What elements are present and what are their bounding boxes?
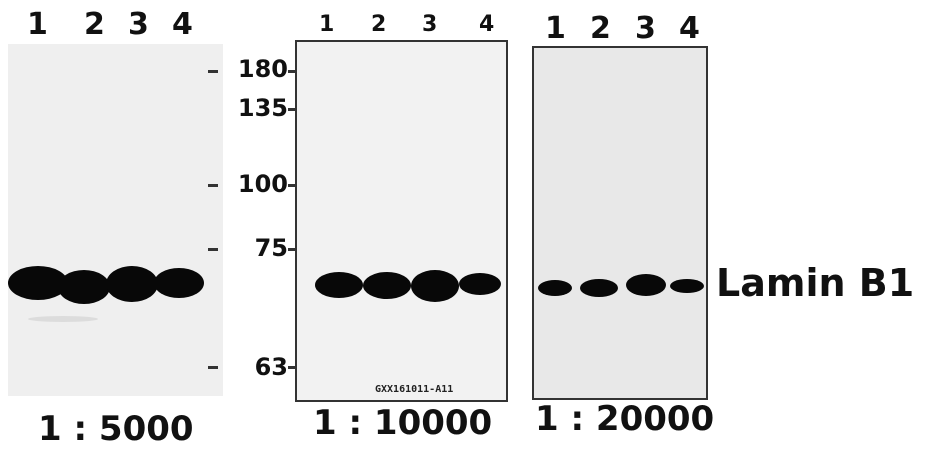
- band-lane-4: [670, 279, 704, 293]
- marker-tick: [288, 184, 296, 187]
- panel3-lane-label-4: 4: [679, 11, 700, 46]
- band-lane-4: [459, 273, 501, 295]
- band-lane-2: [363, 272, 411, 299]
- band-lane-4: [154, 268, 204, 298]
- panel3-lane-label-3: 3: [635, 11, 656, 46]
- band-lane-3: [626, 274, 666, 296]
- blot-panel-3: [532, 46, 708, 400]
- marker-label-100: 100: [237, 170, 288, 198]
- marker-label-63: 63: [254, 353, 288, 381]
- band-lane-1: [538, 280, 572, 296]
- panel2-lane-label-4: 4: [479, 12, 495, 37]
- marker-tick: [288, 366, 296, 369]
- panel3-lane-label-2: 2: [590, 11, 611, 46]
- dilution-label-panel-2: 1 : 10000: [313, 403, 493, 443]
- panel3-lane-label-1: 1: [545, 11, 566, 46]
- marker-label-180: 180: [237, 55, 288, 83]
- panel2-lane-label-1: 1: [319, 12, 335, 37]
- marker-tick: [208, 70, 218, 73]
- panel1-lane-label-2: 2: [84, 7, 105, 42]
- marker-tick: [288, 70, 296, 73]
- marker-tick: [208, 248, 218, 251]
- dilution-label-panel-3: 1 : 20000: [535, 399, 715, 439]
- lot-number-label: GXX161011-A11: [375, 384, 454, 395]
- marker-label-135: 135: [237, 94, 288, 122]
- band-lane-3: [106, 266, 158, 302]
- marker-tick: [288, 248, 296, 251]
- blot-panel-2: GXX161011-A11: [295, 40, 508, 402]
- band-lane-3: [411, 270, 459, 302]
- target-protein-label: Lamin B1: [716, 261, 915, 305]
- marker-tick: [208, 366, 218, 369]
- panel1-lane-label-1: 1: [27, 7, 48, 42]
- panel2-lane-label-3: 3: [422, 12, 438, 37]
- faint-band: [28, 316, 98, 322]
- marker-label-75: 75: [254, 234, 288, 262]
- blot-panel-1: [8, 44, 223, 396]
- panel1-lane-label-4: 4: [172, 7, 193, 42]
- marker-tick: [288, 108, 296, 111]
- dilution-label-panel-1: 1 : 5000: [38, 409, 194, 449]
- band-lane-2: [58, 270, 110, 304]
- band-lane-1: [315, 272, 363, 298]
- marker-tick: [208, 184, 218, 187]
- panel1-lane-label-3: 3: [128, 7, 149, 42]
- panel2-lane-label-2: 2: [371, 12, 387, 37]
- band-lane-2: [580, 279, 618, 297]
